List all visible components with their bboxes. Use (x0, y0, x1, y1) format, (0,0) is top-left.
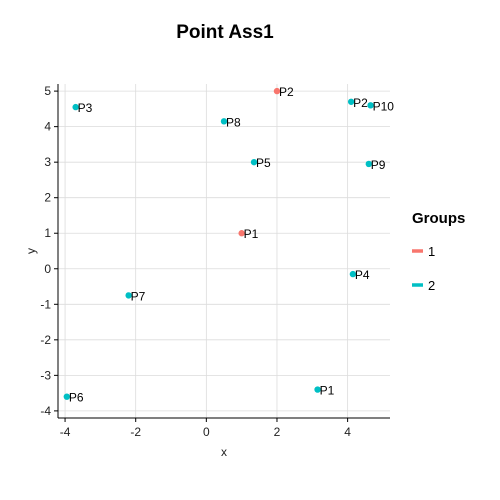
y-ticks: -4 -3 -2 -1 0 1 2 3 4 5 (40, 84, 58, 418)
point-label: P8 (226, 115, 241, 129)
data-points: P1 P2 P1 P2 P3 P4 P5 P6 P7 P8 P9 P10 (63, 85, 395, 405)
y-tick-label: -3 (40, 368, 51, 382)
y-tick-label: 2 (44, 191, 51, 205)
legend: Groups 1 2 (412, 210, 465, 293)
legend-item-label: 1 (428, 244, 435, 259)
point-label: P1 (320, 384, 335, 398)
x-axis-label: x (221, 445, 227, 459)
data-point (72, 103, 79, 111)
data-point (125, 292, 132, 299)
y-tick-label: -4 (40, 404, 51, 418)
point-label: P1 (244, 227, 259, 241)
data-point (367, 102, 374, 109)
x-tick-label: -2 (130, 425, 141, 439)
point-label: P2 (353, 96, 368, 110)
y-axis-label: y (24, 248, 38, 254)
data-point (220, 118, 228, 125)
point-label: P6 (69, 391, 84, 405)
gridlines (58, 84, 390, 418)
x-ticks: -4 -2 0 2 4 (60, 418, 351, 439)
point-label: P10 (373, 99, 395, 113)
point-label: P3 (78, 101, 93, 115)
y-tick-label: 0 (44, 262, 51, 276)
point-label: P9 (371, 158, 386, 172)
x-tick-label: 0 (203, 425, 210, 439)
legend-title: Groups (412, 210, 465, 227)
data-point (250, 158, 258, 166)
chart-title: Point Ass1 (176, 22, 274, 43)
x-tick-label: -4 (60, 425, 71, 439)
point-label: P2 (279, 85, 294, 99)
y-tick-label: 4 (44, 120, 51, 134)
point-label: P7 (131, 289, 146, 303)
point-label: P5 (256, 156, 271, 170)
data-point (365, 160, 373, 168)
y-tick-label: 1 (44, 226, 51, 240)
y-tick-label: -1 (40, 297, 51, 311)
x-tick-label: 4 (344, 425, 351, 439)
y-tick-label: -2 (40, 333, 51, 347)
y-tick-label: 5 (44, 84, 51, 98)
data-point (273, 87, 281, 95)
point-label: P4 (355, 268, 370, 282)
data-point (63, 393, 71, 400)
plot-panel (58, 84, 390, 418)
axes (57, 84, 390, 419)
y-tick-label: 3 (44, 155, 51, 169)
data-point (347, 98, 355, 105)
data-point (314, 386, 321, 393)
x-tick-label: 2 (274, 425, 281, 439)
legend-item-label: 2 (428, 278, 435, 293)
data-point (238, 230, 245, 237)
data-point (349, 270, 357, 278)
